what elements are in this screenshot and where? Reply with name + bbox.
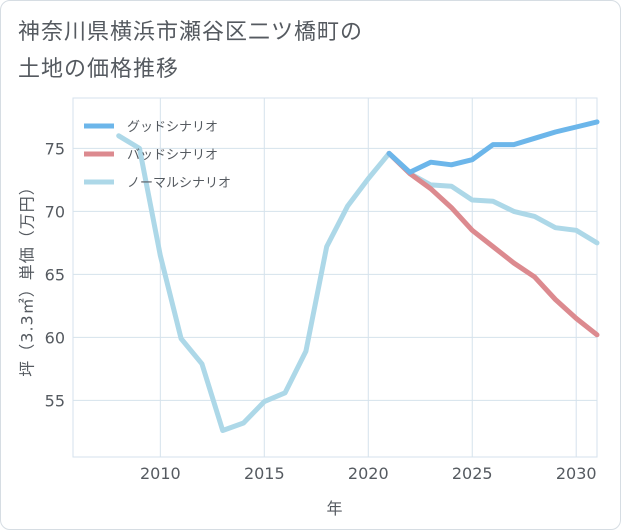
plot-area-border xyxy=(72,97,598,458)
legend-label: ノーマルシナリオ xyxy=(127,176,231,191)
y-tick-label: 70 xyxy=(45,202,65,221)
y-tick-label: 55 xyxy=(45,391,65,410)
title-line-1: 神奈川県横浜市瀬谷区二ツ橋町の xyxy=(18,20,364,45)
y-axis-ticks: 55 60 65 70 75 xyxy=(45,139,65,410)
x-tick-label: 2015 xyxy=(244,464,285,483)
series-line-1 xyxy=(386,150,600,338)
series-lines xyxy=(116,119,600,433)
legend-label: バッドシナリオ xyxy=(127,148,218,163)
y-tick-label: 60 xyxy=(45,328,65,347)
x-tick-label: 2025 xyxy=(452,464,493,483)
y-axis-label: 坪（3.3㎡）単価（万円） xyxy=(18,178,37,376)
x-tick-label: 2030 xyxy=(556,464,597,483)
x-tick-label: 2010 xyxy=(140,464,181,483)
y-tick-label: 75 xyxy=(45,139,65,158)
title-line-2: 土地の価格推移 xyxy=(18,57,180,82)
grid-lines xyxy=(72,97,598,458)
y-tick-label: 65 xyxy=(45,265,65,284)
x-tick-label: 2020 xyxy=(348,464,389,483)
x-axis-label: 年 xyxy=(326,499,343,518)
legend-label: グッドシナリオ xyxy=(127,120,218,135)
x-axis-ticks: 2010 2015 2020 2025 2030 xyxy=(140,464,597,483)
series-line-0 xyxy=(386,119,600,175)
series-line-2 xyxy=(116,133,600,433)
chart-title: 神奈川県横浜市瀬谷区二ツ橋町の 土地の価格推移 xyxy=(18,14,458,88)
